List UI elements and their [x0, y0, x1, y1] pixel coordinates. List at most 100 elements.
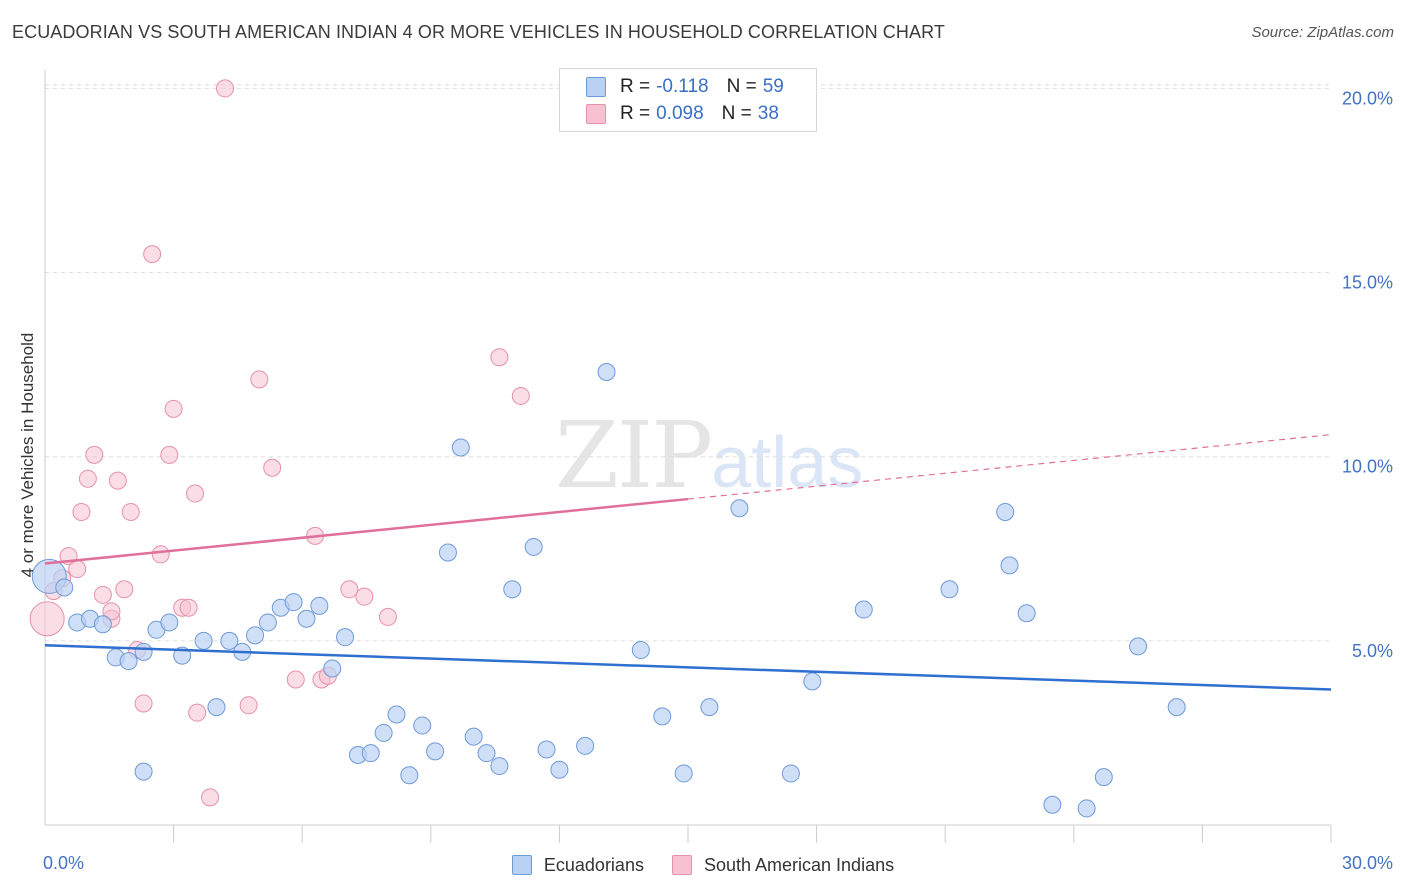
- ecuadorian-point: [134, 762, 153, 781]
- r-value: -0.118: [656, 76, 709, 97]
- south-american-indian-point: [239, 696, 258, 715]
- ecuadorian-trendline: [44, 644, 1332, 691]
- south-american-indian-point: [143, 245, 162, 264]
- ecuadorian-point: [93, 615, 112, 634]
- south-american-indian-point: [68, 560, 87, 579]
- watermark-zip: ZIP: [555, 402, 713, 509]
- ecuadorian-point: [550, 760, 569, 779]
- ecuadorian-point: [134, 642, 153, 661]
- ecuadorian-point: [160, 613, 179, 632]
- ecuadorian-point: [464, 727, 483, 746]
- ecuadorian-point: [1077, 799, 1096, 818]
- stats-legend: R = -0.118 N = 59 R = 0.098 N = 38: [559, 68, 817, 132]
- legend-item-south-american-indians[interactable]: South American Indians: [671, 854, 895, 876]
- south-american-indian-point: [179, 598, 198, 617]
- y-tick-label: 20.0%: [1342, 88, 1393, 108]
- ecuadorian-point: [374, 723, 393, 742]
- ecuadorian-point: [674, 764, 693, 783]
- south-american-indian-point: [201, 788, 220, 807]
- stats-legend-row-south-american-indians: R = 0.098 N = 38: [586, 102, 779, 126]
- chart-title: ECUADORIAN VS SOUTH AMERICAN INDIAN 4 OR…: [12, 22, 945, 42]
- ecuadorian-point: [576, 736, 595, 755]
- ecuadorian-point: [426, 742, 445, 761]
- south-american-indian-point: [115, 580, 134, 599]
- south-american-indian-point: [355, 587, 374, 606]
- ecuadorian-point: [323, 659, 342, 678]
- legend-item-ecuadorians[interactable]: Ecuadorians: [511, 854, 644, 876]
- ecuadorian-point: [246, 626, 265, 645]
- ecuadorian-point: [524, 537, 543, 556]
- series-legend: Ecuadorians South American Indians: [0, 852, 1406, 878]
- ecuadorian-point: [1043, 795, 1062, 814]
- blue-swatch-icon: [511, 855, 532, 875]
- ecuadorian-point: [413, 716, 432, 735]
- legend-label: South American Indians: [703, 854, 895, 875]
- south-american-indian-point: [151, 545, 170, 564]
- stats-legend-row-ecuadorians: R = -0.118 N = 59: [586, 75, 784, 99]
- chart-source: Source: ZipAtlas.com: [1251, 24, 1394, 41]
- south-american-indian-point: [121, 502, 140, 521]
- ecuadorian-point: [1000, 556, 1019, 575]
- ecuadorian-point: [803, 672, 822, 691]
- ecuadorian-point: [438, 543, 457, 562]
- ecuadorian-point: [297, 609, 316, 628]
- ecuadorian-point: [631, 641, 650, 660]
- south-american-indian-point: [72, 502, 91, 521]
- south-american-indian-point: [29, 601, 65, 637]
- y-tick-label: 5.0%: [1352, 641, 1393, 661]
- ecuadorian-point: [700, 698, 719, 717]
- south-american-indian-trendline: [44, 497, 689, 565]
- south-american-indian-point: [188, 703, 207, 722]
- ecuadorian-point: [194, 631, 213, 650]
- pink-swatch-icon: [586, 104, 606, 124]
- pink-swatch-icon: [671, 855, 692, 875]
- south-american-indian-point: [134, 694, 153, 713]
- r-label: R =: [620, 103, 651, 124]
- watermark: ZIPatlas: [555, 402, 863, 509]
- south-american-indian-trendline-extension: [687, 434, 1332, 500]
- south-american-indian-point: [186, 484, 205, 503]
- y-axis-label: 4 or more Vehicles in Household: [18, 332, 37, 578]
- south-american-indian-point: [102, 602, 121, 621]
- ecuadorian-point: [730, 499, 749, 518]
- south-american-indian-point: [85, 445, 104, 464]
- n-value: 38: [757, 103, 779, 124]
- ecuadorian-point: [503, 580, 522, 599]
- ecuadorian-point: [119, 652, 138, 671]
- south-american-indian-point: [511, 386, 530, 405]
- ecuadorian-point: [1129, 637, 1148, 656]
- south-american-indian-point: [78, 469, 97, 488]
- r-value: 0.098: [656, 103, 704, 124]
- x-tick-label: 30.0%: [1342, 853, 1393, 873]
- ecuadorian-point: [781, 764, 800, 783]
- legend-label: Ecuadorians: [543, 854, 644, 875]
- south-american-indian-point: [250, 370, 269, 389]
- ecuadorian-point: [996, 502, 1015, 521]
- ecuadorian-point: [400, 766, 419, 785]
- south-american-indian-point: [108, 471, 127, 490]
- y-tick-label: 10.0%: [1342, 457, 1393, 477]
- r-label: R =: [620, 76, 651, 97]
- south-american-indian-point: [216, 79, 235, 98]
- ecuadorian-point: [597, 363, 616, 381]
- ecuadorian-point: [1167, 698, 1186, 717]
- ecuadorian-point: [490, 757, 509, 776]
- south-american-indian-point: [378, 607, 397, 626]
- south-american-indian-point: [263, 458, 282, 477]
- ecuadorian-point: [361, 744, 380, 763]
- ecuadorian-point: [310, 596, 329, 615]
- n-label: N =: [721, 103, 752, 124]
- south-american-indian-point: [164, 399, 183, 418]
- ecuadorian-point: [854, 600, 873, 619]
- ecuadorian-point: [284, 593, 303, 612]
- ecuadorian-point: [55, 578, 74, 597]
- ecuadorian-point: [537, 740, 556, 759]
- ecuadorian-point: [387, 705, 406, 724]
- south-american-indian-point: [340, 580, 359, 599]
- y-tick-label: 15.0%: [1342, 273, 1393, 293]
- blue-swatch-icon: [586, 77, 606, 97]
- ecuadorian-point: [477, 744, 496, 763]
- ecuadorian-point: [451, 438, 470, 457]
- ecuadorian-point: [1094, 768, 1113, 787]
